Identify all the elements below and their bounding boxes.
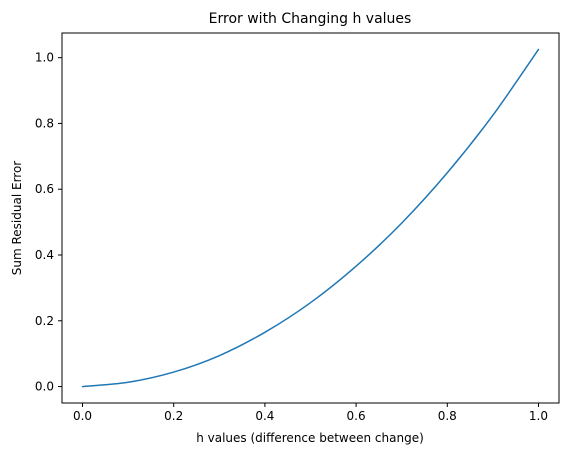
x-tick-label: 0.0	[73, 409, 92, 423]
series-line	[81, 48, 540, 388]
y-axis: 0.0 0.2 0.4 0.6 0.8 1.0	[35, 51, 62, 394]
y-tick-label: 0.6	[35, 182, 54, 196]
x-tick-label: 0.2	[164, 409, 183, 423]
chart-title: Error with Changing h values	[209, 11, 412, 27]
y-tick-label: 1.0	[35, 51, 54, 65]
series-layer	[81, 48, 540, 388]
y-tick-label: 0.2	[35, 314, 54, 328]
x-axis: 0.0 0.2 0.4 0.6 0.8 1.0	[73, 403, 548, 423]
y-tick-label: 0.0	[35, 380, 54, 394]
y-axis-label: Sum Residual Error	[10, 161, 24, 276]
x-axis-label: h values (difference between change)	[196, 431, 424, 445]
x-tick-label: 0.6	[347, 409, 366, 423]
plot-area-frame	[61, 32, 560, 404]
y-tick-label: 0.4	[35, 248, 54, 262]
y-tick-label: 0.8	[35, 116, 54, 130]
x-tick-label: 0.8	[438, 409, 457, 423]
x-tick-label: 0.4	[255, 409, 274, 423]
x-tick-label: 1.0	[529, 409, 548, 423]
